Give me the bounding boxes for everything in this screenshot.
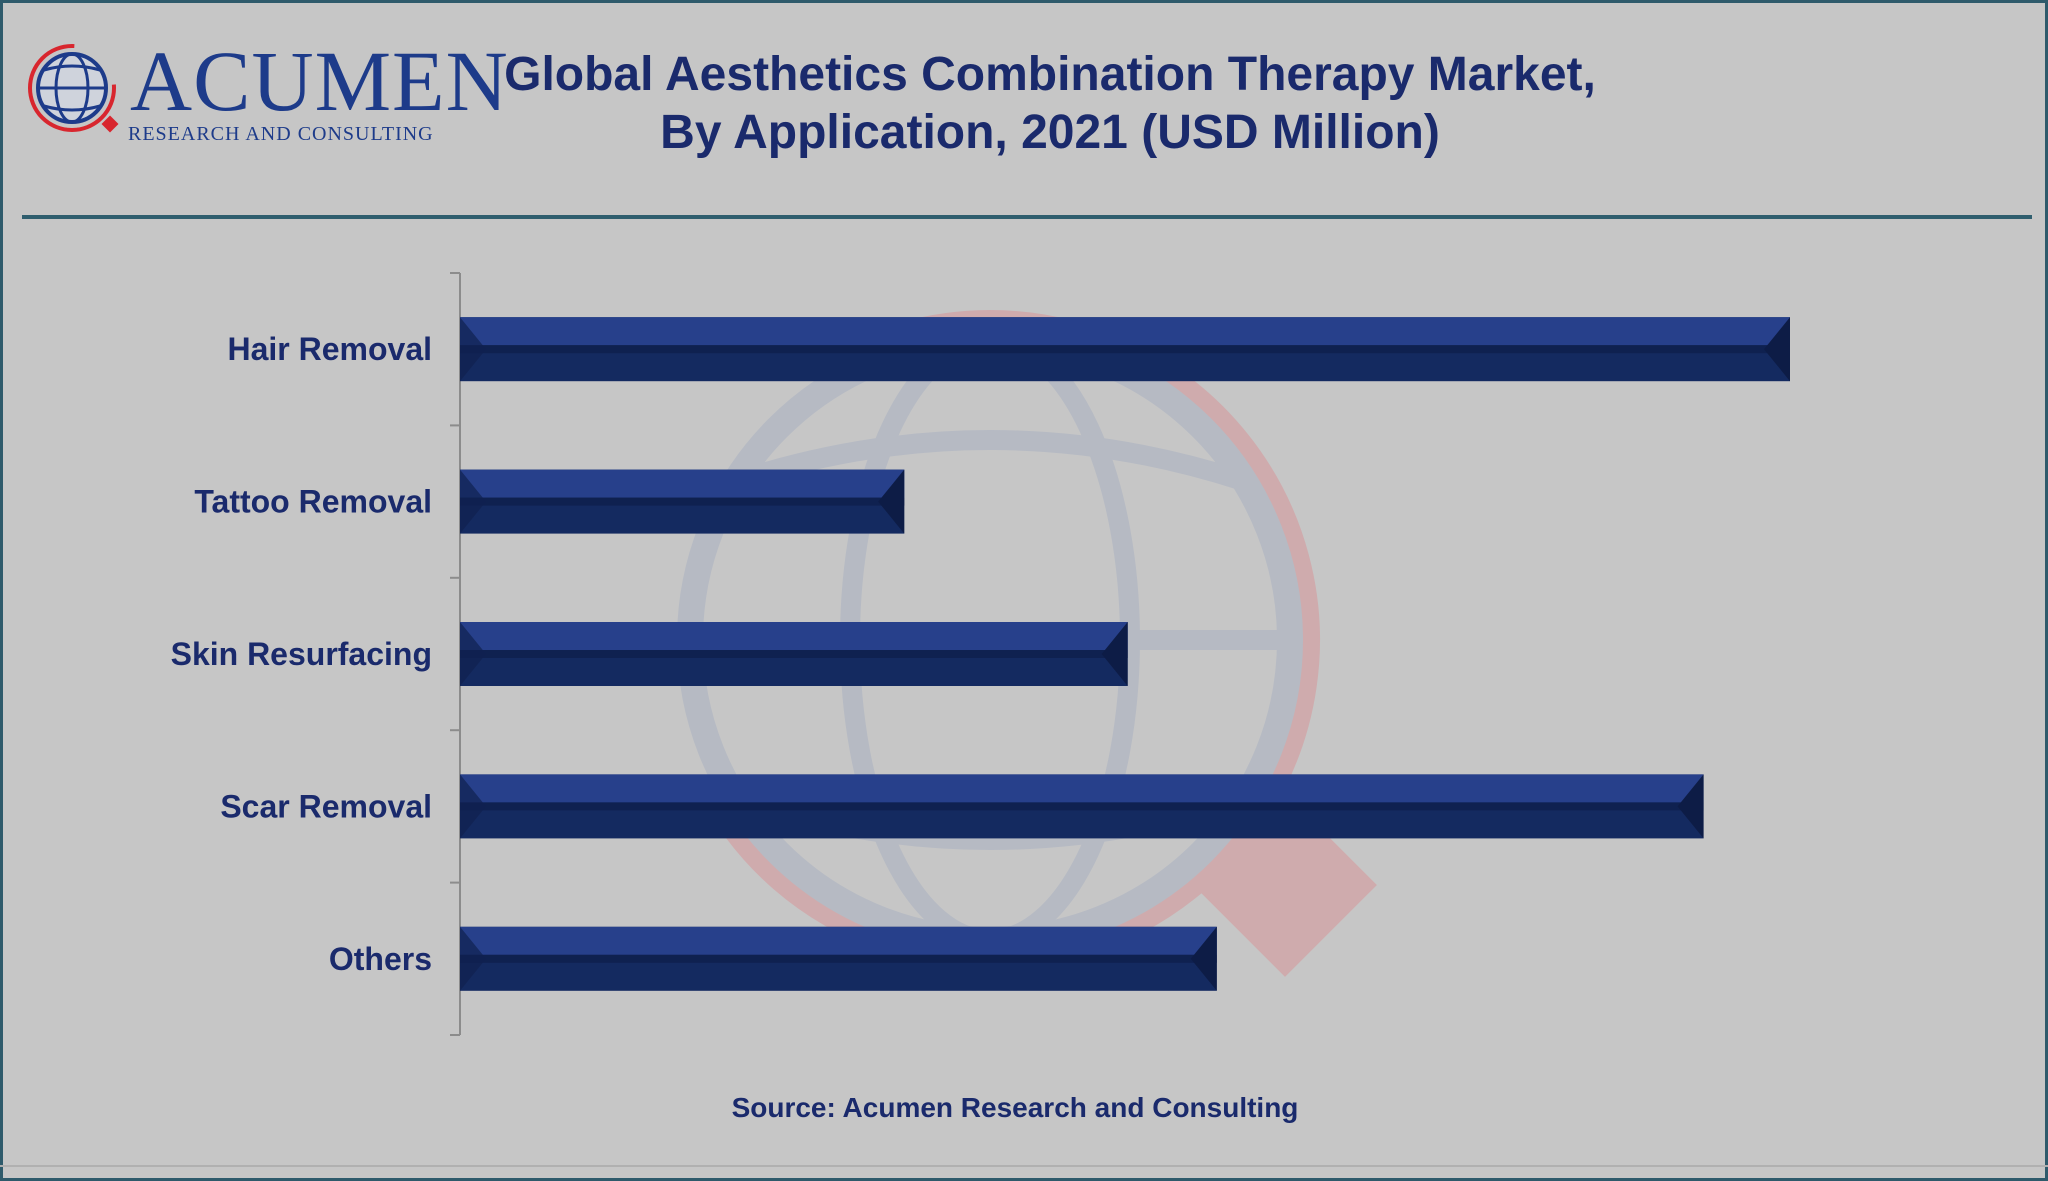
bar [460, 622, 1128, 686]
bar [460, 317, 1790, 382]
chart-title: Global Aesthetics Combination Therapy Ma… [440, 46, 1660, 162]
category-label: Tattoo Removal [194, 484, 432, 520]
chart-title-line-2: By Application, 2021 (USD Million) [660, 106, 1440, 159]
globe-icon [28, 44, 119, 133]
logo-subtitle: RESEARCH AND CONSULTING [128, 123, 434, 145]
footer-line [0, 1165, 2048, 1167]
logo-wordmark: ACUMEN [130, 33, 509, 129]
source-note: Source: Acumen Research and Consulting [731, 1092, 1299, 1123]
category-label: Scar Removal [220, 788, 432, 824]
category-label: Hair Removal [227, 331, 432, 367]
chart-title-line-1: Global Aesthetics Combination Therapy Ma… [504, 48, 1596, 101]
category-label: Skin Resurfacing [171, 636, 432, 672]
acumen-logo: ACUMEN RESEARCH AND CONSULTING [26, 34, 508, 146]
bar [460, 774, 1704, 839]
header-divider [22, 215, 2032, 219]
bar [460, 469, 905, 534]
category-label: Others [329, 941, 432, 977]
bar [460, 926, 1217, 991]
